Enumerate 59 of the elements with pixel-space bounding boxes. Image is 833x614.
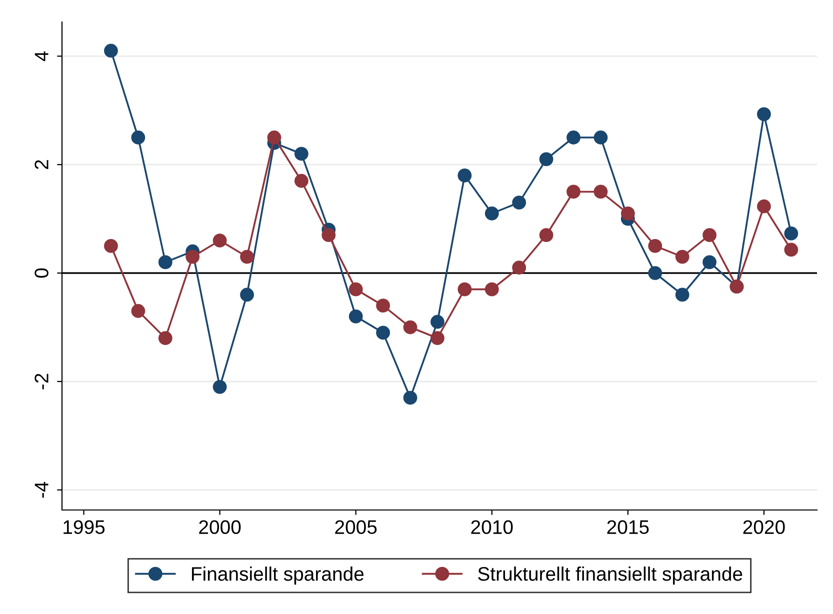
point: [675, 288, 690, 302]
point: [376, 298, 390, 313]
point: [403, 390, 418, 405]
legend-label: Finansiellt sparande: [192, 566, 364, 585]
point: [430, 314, 444, 329]
point: [648, 238, 662, 253]
point: [322, 228, 336, 242]
point: [594, 130, 608, 144]
point: [240, 288, 254, 302]
legend-label: Strukturellt finansiellt sparande: [478, 566, 742, 585]
x-tick-label: 2015: [607, 520, 649, 534]
point: [539, 152, 554, 166]
point: [620, 206, 635, 220]
y-tick-label: 4: [34, 51, 48, 62]
point: [104, 44, 118, 58]
point: [212, 234, 227, 248]
y-tick-label: 2: [34, 160, 48, 170]
point: [348, 309, 363, 324]
point: [702, 255, 716, 270]
point: [430, 331, 444, 346]
point: [104, 238, 118, 253]
point: [784, 226, 798, 240]
point: [512, 196, 526, 210]
x-tick-label: 2020: [743, 520, 785, 534]
y-tick-label: 0: [34, 268, 48, 278]
point: [131, 130, 146, 144]
point: [566, 130, 580, 144]
x-tick-label: 1995: [64, 520, 105, 534]
point: [784, 242, 798, 257]
y-tick-label: -2: [34, 374, 48, 390]
point: [403, 320, 418, 334]
point: [212, 380, 227, 394]
x-tick-label: 2005: [335, 520, 377, 534]
point: [757, 199, 771, 214]
point: [267, 130, 282, 144]
y-tick-label: -4: [34, 482, 48, 498]
point: [294, 174, 308, 188]
point: [158, 255, 172, 270]
point: [186, 250, 200, 264]
point: [675, 250, 690, 264]
point: [566, 184, 580, 199]
x-tick-label: 2000: [199, 520, 241, 534]
point: [294, 146, 308, 161]
point: [458, 168, 472, 182]
point: [484, 282, 499, 296]
point: [158, 331, 172, 346]
point: [594, 184, 608, 199]
point: [348, 282, 363, 296]
x-tick-label: 2010: [471, 520, 513, 534]
point: [376, 326, 390, 340]
point: [458, 282, 472, 296]
point: [131, 304, 146, 318]
point: [648, 266, 662, 280]
point: [539, 228, 554, 242]
point: [757, 107, 771, 122]
point: [512, 260, 526, 275]
point: [240, 250, 254, 264]
point: [702, 228, 716, 242]
point: [484, 206, 499, 220]
